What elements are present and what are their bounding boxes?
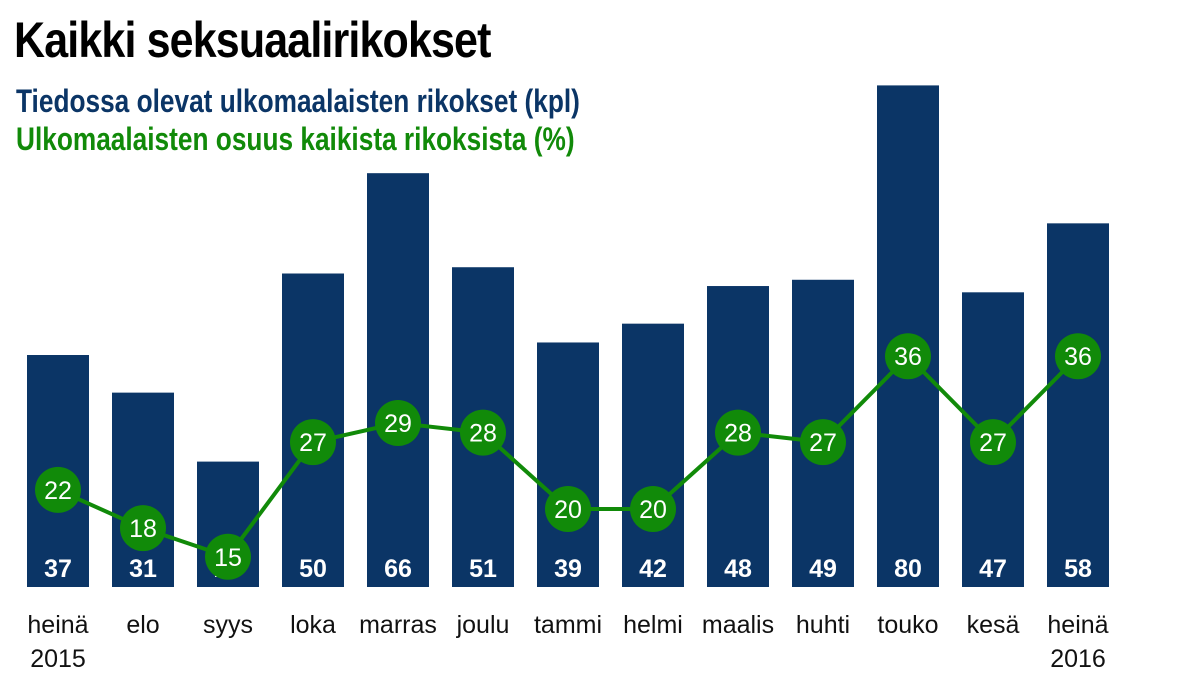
legend-line-series: Ulkomaalaisten osuus kaikista rikoksista… — [16, 121, 575, 157]
x-tick-label: marras — [359, 611, 437, 639]
bar-value-label: 51 — [469, 555, 497, 583]
bar-value-label: 49 — [809, 555, 837, 583]
line-point — [290, 419, 336, 466]
x-tick-label: touko — [877, 611, 938, 639]
line-point-label: 22 — [44, 477, 72, 505]
line-point-label: 15 — [214, 544, 242, 572]
line-point-label: 18 — [129, 515, 157, 543]
line-point-label: 36 — [1064, 343, 1092, 371]
x-tick-label: heinä — [1047, 611, 1108, 639]
line-point-label: 27 — [809, 429, 837, 457]
line-point-label: 27 — [979, 429, 1007, 457]
x-tick-label: tammi — [534, 611, 602, 639]
bar-value-label: 47 — [979, 555, 1007, 583]
line-point-label: 28 — [724, 420, 752, 448]
line-point — [630, 486, 676, 532]
line-point — [715, 409, 761, 456]
bar-value-label: 39 — [554, 555, 582, 583]
x-tick-label: syys — [203, 611, 253, 639]
line-point — [205, 533, 251, 580]
line-point — [885, 333, 931, 380]
bar-value-label: 31 — [129, 555, 157, 583]
x-tick-label: helmi — [623, 611, 683, 639]
x-tick-label: kesä — [967, 611, 1020, 639]
line-point-label: 28 — [469, 420, 497, 448]
x-tick-label: heinä — [27, 611, 88, 639]
x-tick-label: 2016 — [1050, 645, 1106, 673]
line-point — [35, 466, 81, 513]
bar-value-labels: 37312050665139424849804758 — [44, 555, 1092, 583]
line-point-label: 29 — [384, 410, 412, 438]
line-point — [460, 409, 506, 456]
line-point-label: 20 — [554, 496, 582, 524]
bar — [112, 392, 174, 587]
x-tick-label: loka — [290, 611, 336, 639]
line-point — [545, 486, 591, 532]
line-point — [375, 400, 421, 447]
line-point-label: 20 — [639, 496, 667, 524]
legend-bars-series: Tiedossa olevat ulkomaalaisten rikokset … — [16, 83, 580, 119]
line-point — [120, 505, 166, 552]
line-point — [800, 419, 846, 466]
line-point — [970, 419, 1016, 466]
bar-value-label: 58 — [1064, 555, 1092, 583]
bar-value-label: 80 — [894, 555, 922, 583]
bar — [367, 173, 429, 587]
bar — [537, 342, 599, 587]
bar-value-label: 42 — [639, 555, 667, 583]
x-axis-tick-labels: heinä 2015 elo syys loka marras joulu tammi helm… — [27, 611, 1108, 673]
bar-value-label: 48 — [724, 555, 752, 583]
x-tick-label: joulu — [456, 611, 510, 639]
bar-value-label: 37 — [44, 555, 72, 583]
x-tick-label: elo — [126, 611, 159, 639]
line-point — [1055, 333, 1101, 380]
x-tick-label: 2015 — [30, 645, 86, 673]
line-point-markers: 22 18 15 27 29 28 20 20 28 27 36 27 36 — [35, 333, 1101, 580]
bar-value-label: 50 — [299, 555, 327, 583]
x-tick-label: huhti — [796, 611, 850, 639]
chart-title: Kaikki seksuaalirikokset — [14, 12, 491, 68]
x-tick-label: maalis — [702, 611, 774, 639]
bar — [622, 323, 684, 587]
bar-value-label: 66 — [384, 555, 412, 583]
line-point-label: 36 — [894, 343, 922, 371]
line-point-label: 27 — [299, 429, 327, 457]
bar — [1047, 223, 1109, 587]
